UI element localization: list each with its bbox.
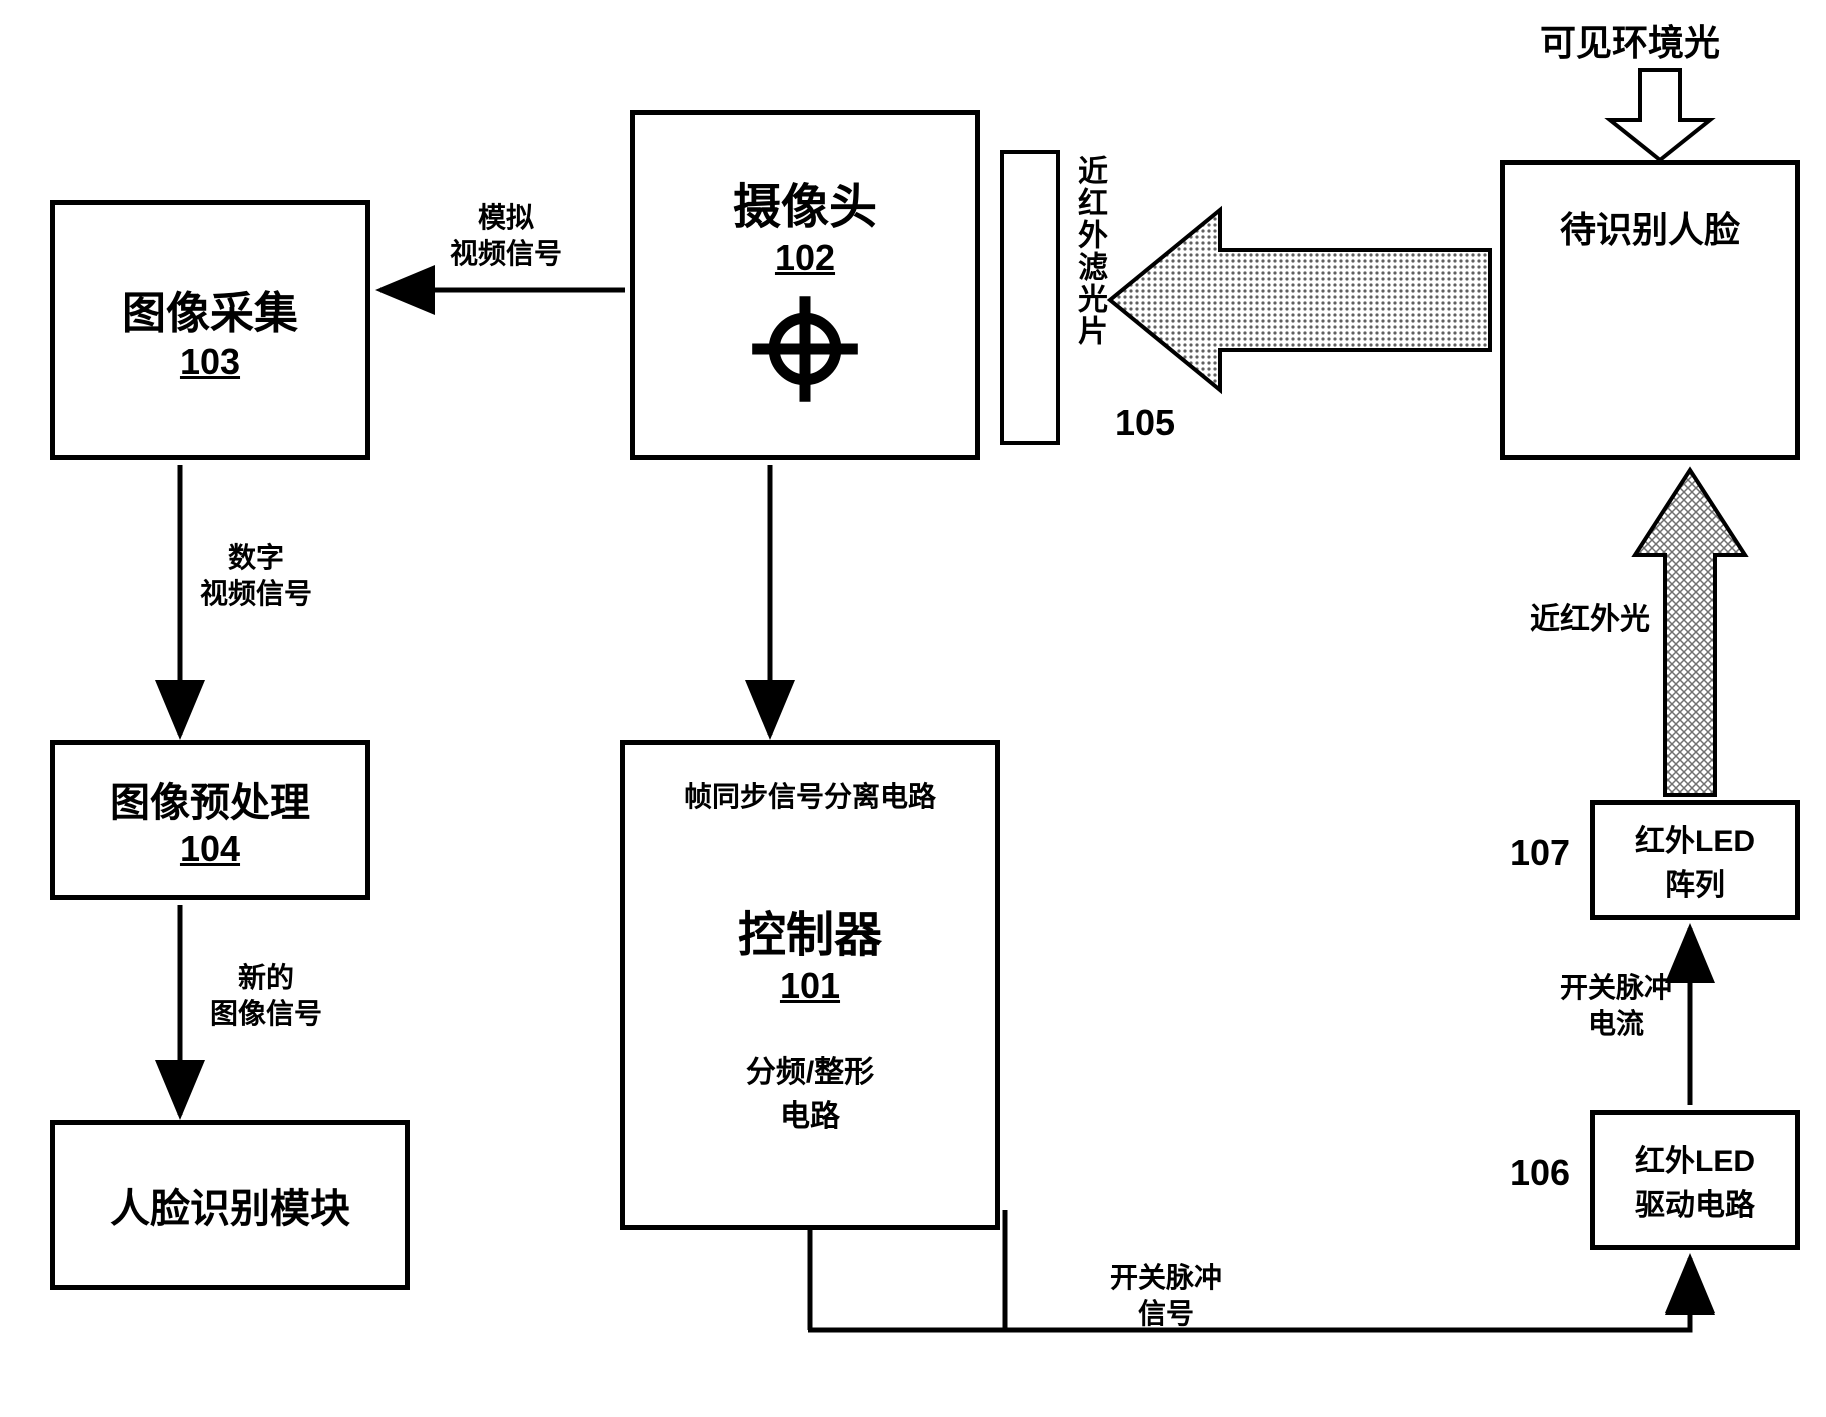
image-preproc-id: 104 <box>180 828 240 870</box>
filter-label: 近红外滤光片 <box>1070 155 1109 347</box>
array-to-face-arrow <box>1635 470 1745 795</box>
ir-led-array-title: 红外LED 阵列 <box>1635 816 1755 904</box>
face-recog-title: 人脸识别模块 <box>110 1176 350 1234</box>
controller-line2: 分频/整形 电路 <box>746 1047 874 1135</box>
ir-led-driver-title: 红外LED 驱动电路 <box>1635 1136 1755 1224</box>
face-to-filter-arrow <box>1110 210 1490 390</box>
ambient-light-label: 可见环境光 <box>1540 20 1720 67</box>
image-preproc-title: 图像预处理 <box>110 770 310 828</box>
controller-box: 帧同步信号分离电路 控制器 101 分频/整形 电路 <box>620 740 1000 1230</box>
switch-pulse-signal-label: 开关脉冲 信号 <box>1110 1260 1222 1333</box>
crosshair-icon <box>750 294 860 404</box>
face-box: 待识别人脸 <box>1500 160 1800 460</box>
filter-box <box>1000 150 1060 445</box>
nir-light-label: 近红外光 <box>1530 600 1650 639</box>
controller-to-driver-arrow <box>1005 1210 1690 1330</box>
face-title: 待识别人脸 <box>1560 207 1740 254</box>
camera-title: 摄像头 <box>733 167 877 237</box>
image-capture-box: 图像采集 103 <box>50 200 370 460</box>
digital-video-label: 数字 视频信号 <box>200 540 312 613</box>
controller-id: 101 <box>780 965 840 1007</box>
ambient-light-arrow <box>1610 70 1710 160</box>
face-recog-box: 人脸识别模块 <box>50 1120 410 1290</box>
camera-box: 摄像头 102 <box>630 110 980 460</box>
image-capture-title: 图像采集 <box>122 277 298 341</box>
controller-line1: 帧同步信号分离电路 <box>684 775 936 815</box>
image-capture-id: 103 <box>180 341 240 383</box>
filter-id: 105 <box>1115 400 1175 447</box>
switch-pulse-current-label: 开关脉冲 电流 <box>1560 970 1672 1043</box>
analog-video-label: 模拟 视频信号 <box>450 200 562 273</box>
camera-id: 102 <box>775 237 835 279</box>
image-preproc-box: 图像预处理 104 <box>50 740 370 900</box>
ir-led-driver-id: 106 <box>1510 1150 1570 1197</box>
ir-led-array-box: 红外LED 阵列 <box>1590 800 1800 920</box>
controller-title: 控制器 <box>738 895 882 965</box>
ir-led-array-id: 107 <box>1510 830 1570 877</box>
ir-led-driver-box: 红外LED 驱动电路 <box>1590 1110 1800 1250</box>
new-image-label: 新的 图像信号 <box>210 960 322 1033</box>
